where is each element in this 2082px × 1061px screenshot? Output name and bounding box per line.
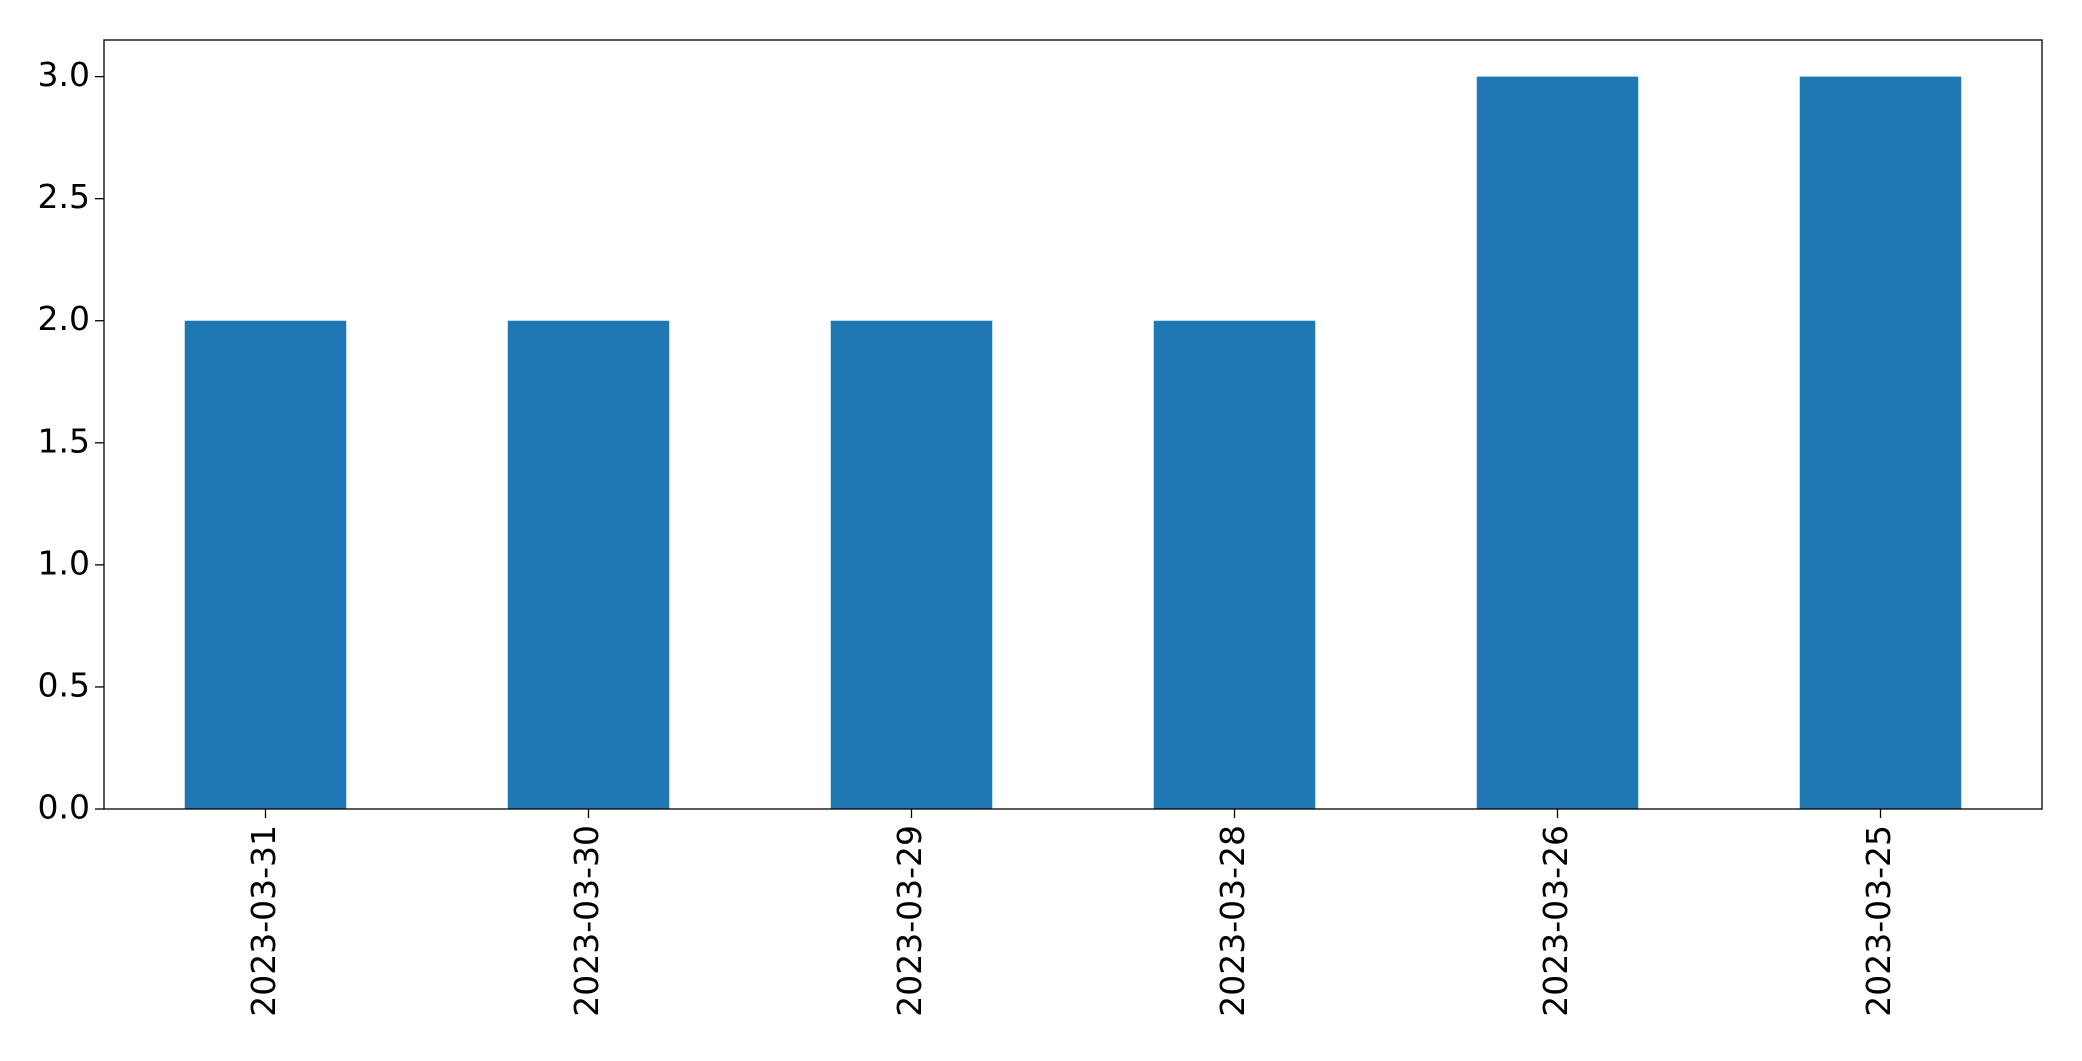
y-tick-label: 1.0 — [38, 543, 90, 582]
plot-frame — [103, 39, 2043, 810]
x-tick-label: 2023-03-28 — [1213, 825, 1252, 1017]
y-tick-label: 3.0 — [38, 55, 90, 94]
x-tick-label: 2023-03-31 — [244, 825, 283, 1017]
bar — [507, 320, 670, 809]
bar — [1799, 76, 1962, 810]
bar — [830, 320, 993, 809]
y-tick-label: 0.0 — [38, 788, 90, 827]
y-tick-label: 2.0 — [38, 299, 90, 338]
bar — [1153, 320, 1316, 809]
x-tick-label: 2023-03-25 — [1859, 825, 1898, 1017]
y-tick-label: 0.5 — [38, 665, 90, 704]
bar — [1476, 76, 1639, 810]
x-tick-label: 2023-03-30 — [567, 825, 606, 1017]
y-tick-label: 1.5 — [38, 421, 90, 460]
bar — [184, 320, 347, 809]
x-tick-label: 2023-03-26 — [1536, 825, 1575, 1017]
y-tick-label: 2.5 — [38, 177, 90, 216]
x-tick-label: 2023-03-29 — [890, 825, 929, 1017]
